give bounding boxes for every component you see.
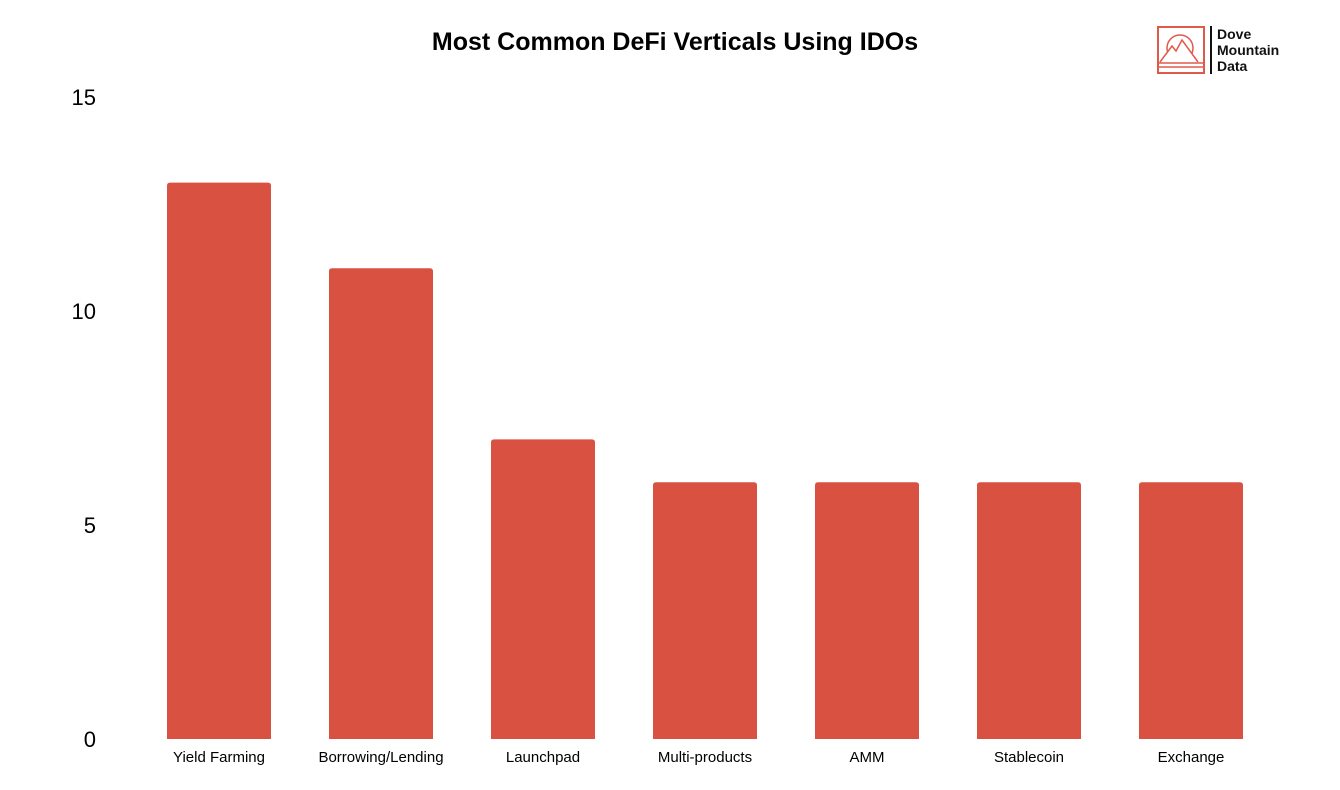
bar-borrowing-lending [329,268,433,739]
bar-yield-farming [167,182,271,740]
y-tick-label: 5 [84,513,96,538]
x-tick-label: Exchange [1158,749,1225,766]
x-tick-label: Multi-products [658,749,752,766]
logo-line-3: Data [1217,58,1248,74]
dove-mountain-data-logo: Dove Mountain Data [1157,26,1279,74]
y-tick-label: 10 [72,299,96,324]
bar-multi-products [653,482,757,739]
x-tick-label: Yield Farming [173,749,265,766]
logo-line-1: Dove [1217,26,1251,42]
y-tick-label: 0 [84,727,96,752]
bar-launchpad [491,439,595,739]
bar-exchange [1139,482,1243,739]
logo-line-2: Mountain [1217,42,1279,58]
y-tick-label: 15 [72,85,96,110]
bar-amm [815,482,919,739]
x-tick-label: Launchpad [506,749,580,766]
x-tick-label: Borrowing/Lending [318,749,443,766]
x-tick-label: Stablecoin [994,749,1064,766]
chart-title: Most Common DeFi Verticals Using IDOs [432,28,918,56]
x-tick-label: AMM [850,749,885,766]
bar-stablecoin [977,482,1081,739]
